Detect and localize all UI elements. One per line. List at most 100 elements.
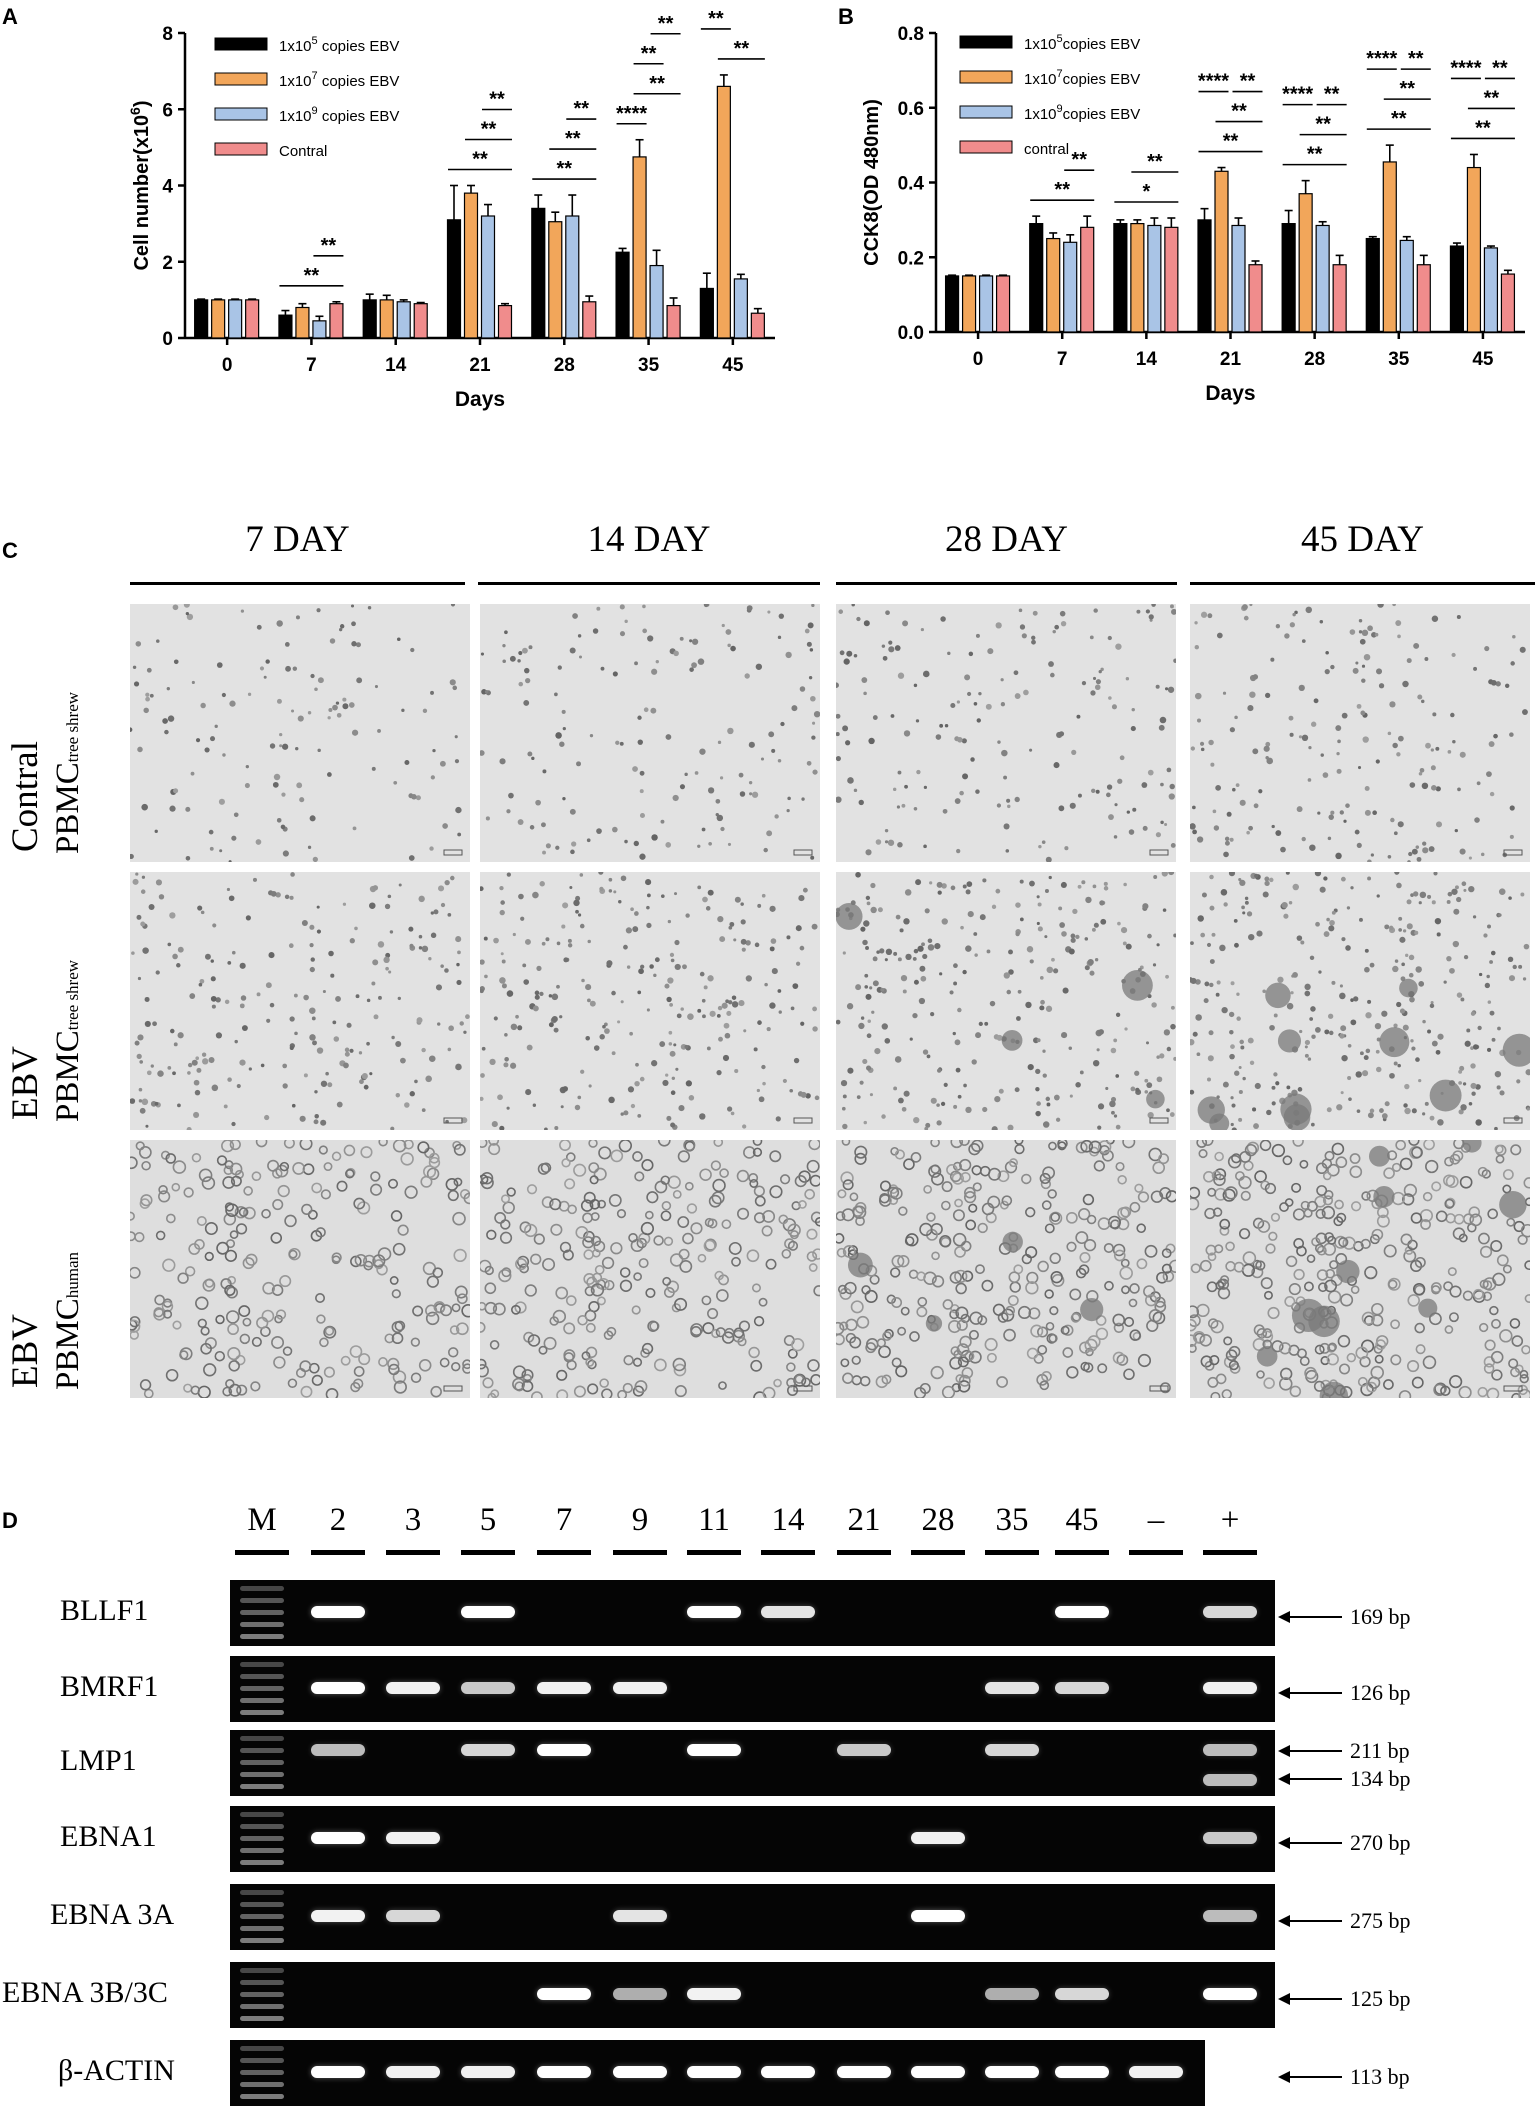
lane-marker-bar (613, 1550, 667, 1555)
bar (1029, 223, 1044, 333)
significance-label: ** (321, 235, 337, 257)
gel-band (311, 1832, 365, 1844)
x-tick-label: 35 (1388, 349, 1410, 370)
ladder-band (240, 1914, 284, 1919)
gel-band (985, 1744, 1039, 1756)
ladder-band (240, 1710, 284, 1715)
lane-label: 5 (479, 1502, 497, 1538)
bar (278, 314, 293, 339)
significance-label: ** (1231, 101, 1247, 123)
bar (582, 301, 597, 339)
bar (295, 306, 310, 339)
lane-marker-bar (386, 1550, 440, 1555)
band-arrow (1282, 1842, 1342, 1844)
micrograph-texture (480, 604, 820, 862)
y-tick-label: 8 (162, 24, 173, 45)
bar (245, 299, 260, 339)
scale-bar (1503, 849, 1523, 856)
legend-swatch (959, 35, 1013, 49)
gene-label: BMRF1 (60, 1670, 159, 1703)
gel-band (687, 1988, 741, 2000)
ladder-band (240, 1980, 284, 1985)
significance-label: ** (1223, 131, 1239, 153)
bar (1416, 264, 1431, 333)
y-tick-label: 2 (162, 253, 173, 274)
arrow-head-icon (1278, 1687, 1290, 1699)
panel-d-label: D (2, 1508, 18, 1533)
micrograph-texture (836, 604, 1176, 862)
ladder-band (240, 2058, 284, 2063)
panel-a-label: A (2, 4, 18, 29)
bar (194, 299, 209, 339)
x-tick-label: 21 (1220, 349, 1242, 370)
legend-label: 1x105copies EBV (1024, 33, 1140, 53)
significance-label: ** (1071, 149, 1087, 171)
bar (1063, 241, 1078, 333)
micrograph-panel (1190, 872, 1530, 1130)
column-label: 14 DAY (587, 519, 711, 560)
micrograph-panel (130, 1140, 470, 1398)
micrograph-bg (480, 604, 820, 862)
micrograph-panel (130, 604, 470, 862)
significance-label: * (1142, 181, 1150, 203)
micrograph-texture (480, 872, 820, 1130)
y-axis-label: Cell number(x106) (127, 100, 153, 270)
bar (944, 275, 960, 333)
significance-label: ** (708, 8, 724, 30)
x-tick-label: 7 (306, 355, 317, 376)
lane-marker-bar (537, 1550, 591, 1555)
gel-band (461, 1744, 515, 1756)
lane-marker-bar (911, 1550, 965, 1555)
gel-band (1203, 1910, 1257, 1922)
band-size-label: 125 bp (1350, 1986, 1411, 2011)
micrograph-bg (130, 604, 470, 862)
bar (699, 287, 714, 339)
bar (396, 301, 411, 339)
row-cell-label: PBMCtree shrew (50, 692, 87, 854)
y-tick-label: 0.2 (898, 248, 924, 269)
legend-swatch (959, 140, 1013, 154)
bar (1365, 237, 1380, 333)
micrograph-panel (480, 1140, 820, 1398)
gel-band (1203, 1988, 1257, 2000)
gel-band (761, 2066, 815, 2078)
gel-band (837, 2066, 891, 2078)
micrograph-bg (480, 1140, 820, 1398)
bar (1248, 264, 1263, 333)
gel-band (461, 1606, 515, 1618)
lane-label: 14 (771, 1502, 805, 1538)
significance-label: **** (1450, 57, 1481, 79)
row-cell-label: PBMCtree shrew (50, 960, 87, 1122)
significance-label: ** (1054, 179, 1070, 201)
bar (463, 192, 479, 339)
gel-strip (230, 1730, 1275, 1796)
significance-label: **** (1198, 71, 1229, 93)
bar (1315, 224, 1330, 333)
gel-band (311, 1744, 365, 1756)
row-cell-subscript: tree shrew (63, 691, 82, 763)
band-arrow (1282, 2076, 1342, 2078)
significance-label: ** (1484, 87, 1500, 109)
column-label: 45 DAY (1300, 519, 1424, 560)
band-size-label: 211 bp (1350, 1738, 1410, 1763)
bar (649, 264, 664, 339)
ladder-band (240, 2004, 284, 2009)
row-cell-name: PBMC (50, 762, 86, 854)
legend-label: 1x105 copies EBV (279, 35, 399, 55)
bar (497, 304, 513, 339)
y-axis-label: CCK8(OD 480nm) (861, 99, 883, 266)
lane-marker-bar (461, 1550, 515, 1555)
ladder-band (240, 1598, 284, 1603)
bar (961, 275, 977, 333)
legend-swatch (214, 142, 268, 156)
bar (1197, 219, 1212, 333)
arrow-head-icon (1278, 1773, 1290, 1785)
y-tick-label: 4 (162, 177, 173, 198)
micrograph-texture (480, 1140, 820, 1398)
arrow-head-icon (1278, 1915, 1290, 1927)
gel-band (687, 1744, 741, 1756)
lane-label: 28 (921, 1502, 955, 1538)
micrograph-panel (1190, 1140, 1530, 1398)
band-size-label: 126 bp (1350, 1680, 1411, 1705)
